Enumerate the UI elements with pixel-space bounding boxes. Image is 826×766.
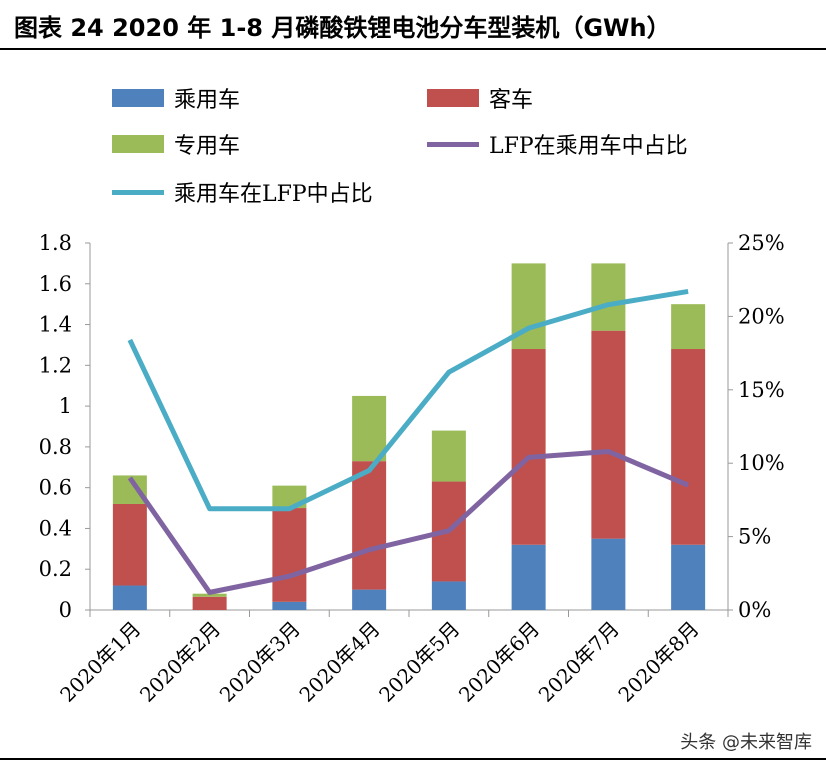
x-tick-label: 2020年8月 <box>613 617 703 707</box>
legend-item-lfp-share: LFP在乘用车中占比 <box>427 128 688 160</box>
right-tick-label: 0% <box>738 598 771 622</box>
legend-label: 乘用车在LFP中占比 <box>174 182 373 207</box>
legend-swatch <box>112 135 164 153</box>
bottom-divider <box>0 758 826 760</box>
left-tick-label: 1 <box>59 394 72 418</box>
left-tick-label: 0.6 <box>39 476 72 500</box>
bar-segment <box>352 395 387 462</box>
legend-swatch <box>427 89 479 107</box>
legend-item-passenger-share: 乘用车在LFP中占比 <box>112 176 373 208</box>
bar-segment <box>511 349 546 545</box>
left-tick-label: 1.6 <box>39 272 72 296</box>
bar-segment <box>671 544 706 610</box>
legend-swatch <box>112 189 164 195</box>
legend-label: LFP在乘用车中占比 <box>489 134 688 159</box>
legend-swatch <box>112 89 164 107</box>
bar-segment <box>431 430 466 482</box>
bar-segment <box>352 589 387 610</box>
bar-segment <box>671 349 706 545</box>
x-tick-label: 2020年4月 <box>294 617 384 707</box>
bar-segment <box>272 601 307 610</box>
right-tick-label: 15% <box>738 378 785 402</box>
x-tick-label: 2020年1月 <box>55 617 145 707</box>
bar-segment <box>352 461 387 590</box>
bar-segment <box>272 508 307 602</box>
bar-segment <box>591 538 626 610</box>
bar-segment <box>112 503 147 586</box>
left-tick-label: 1.8 <box>39 231 72 255</box>
bar-segment <box>112 585 147 610</box>
bar-segment <box>591 330 626 539</box>
title-divider <box>0 48 826 50</box>
left-tick-label: 0.2 <box>39 557 72 581</box>
left-tick-label: 1.2 <box>39 353 72 377</box>
x-tick-label: 2020年2月 <box>135 617 225 707</box>
x-tick-label: 2020年5月 <box>374 617 464 707</box>
legend-swatch <box>427 141 479 147</box>
left-tick-label: 0 <box>59 598 72 622</box>
watermark: 头条 @未来智库 <box>680 732 812 753</box>
bar-segment <box>431 581 466 610</box>
x-tick-label: 2020年3月 <box>215 617 305 707</box>
right-tick-label: 20% <box>738 304 785 328</box>
bar-segment <box>671 304 706 350</box>
x-tick-label: 2020年7月 <box>534 617 624 707</box>
bar-segment <box>511 544 546 610</box>
series-line <box>127 288 689 512</box>
bar-segment <box>192 596 227 610</box>
bar-segment <box>192 593 227 597</box>
bar-segment <box>591 263 626 331</box>
chart-title: 图表 24 2020 年 1-8 月磷酸铁锂电池分车型装机（GWh） <box>14 14 671 42</box>
x-tick-label: 2020年6月 <box>454 617 544 707</box>
legend-label: 专用车 <box>174 134 241 159</box>
right-tick-label: 10% <box>738 451 785 475</box>
right-tick-label: 5% <box>738 525 771 549</box>
legend-item-bus: 客车 <box>427 82 533 114</box>
left-tick-label: 0.4 <box>39 516 72 540</box>
left-tick-label: 0.8 <box>39 435 72 459</box>
legend-item-passenger: 乘用车 <box>112 82 240 114</box>
right-tick-label: 25% <box>738 231 785 255</box>
legend-item-special: 专用车 <box>112 128 240 160</box>
legend-label: 客车 <box>489 88 534 113</box>
series-line <box>127 448 690 595</box>
left-tick-label: 1.4 <box>39 313 72 337</box>
legend-label: 乘用车 <box>174 88 241 113</box>
